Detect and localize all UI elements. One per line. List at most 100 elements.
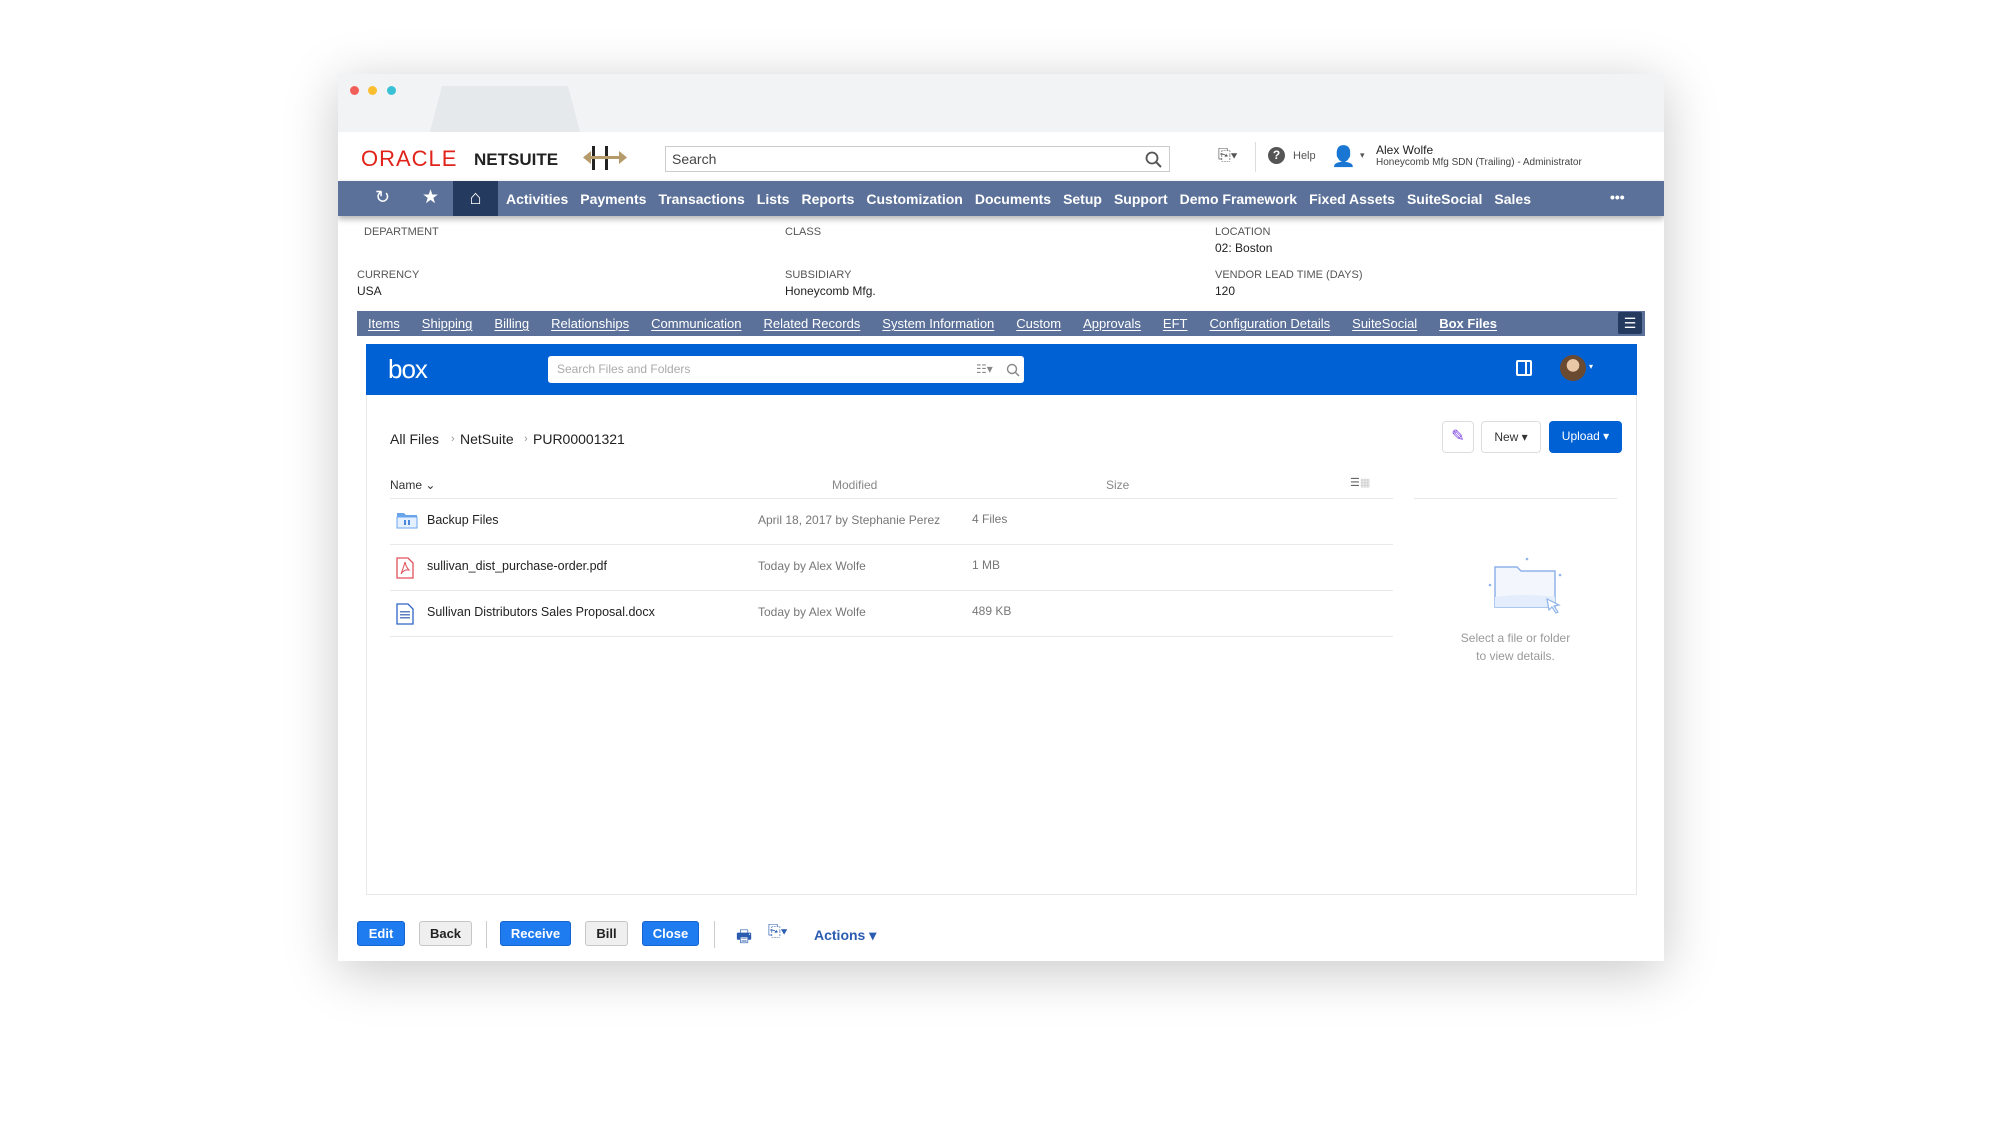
box-search-icon[interactable]: [1006, 363, 1020, 377]
new-button[interactable]: New ▾: [1481, 421, 1541, 453]
nav-setup[interactable]: Setup: [1063, 190, 1102, 207]
browser-tab[interactable]: [430, 86, 580, 132]
nav-customization[interactable]: Customization: [866, 190, 963, 207]
nav-lists[interactable]: Lists: [756, 190, 790, 207]
file-row[interactable]: Sullivan Distributors Sales Proposal.doc…: [390, 591, 1393, 637]
file-size: 4 Files: [972, 512, 1008, 526]
help-link[interactable]: Help: [1293, 150, 1316, 162]
subsidiary-label: SUBSIDIARY: [785, 269, 852, 281]
subsidiary-value: Honeycomb Mfg.: [785, 284, 876, 298]
search-filter-icon[interactable]: ☷▾: [976, 362, 993, 376]
main-nav: ↻ ★ ⌂ Activities Payments Transactions List…: [338, 181, 1664, 216]
column-modified[interactable]: Modified: [832, 478, 878, 492]
location-value: 02: Boston: [1215, 241, 1273, 255]
file-modified: Today by Alex Wolfe: [758, 559, 866, 573]
back-button[interactable]: Back: [419, 921, 472, 946]
subtab-system-information[interactable]: System Information: [882, 316, 995, 331]
maximize-dot[interactable]: [387, 86, 396, 95]
subtab-box-files[interactable]: Box Files: [1439, 316, 1497, 331]
box-search-input[interactable]: Search Files and Folders: [548, 356, 1024, 383]
location-label: LOCATION: [1215, 226, 1271, 238]
nav-sales[interactable]: Sales: [1494, 190, 1532, 207]
actions-menu[interactable]: Actions ▾: [814, 927, 877, 943]
file-name[interactable]: Sullivan Distributors Sales Proposal.doc…: [427, 605, 655, 619]
box-files-panel: All Files › NetSuite › PUR00001321 ✎ New…: [366, 395, 1637, 895]
file-row[interactable]: Backup Files April 18, 2017 by Stephanie …: [390, 499, 1393, 545]
column-size[interactable]: Size: [1106, 478, 1130, 492]
add-document-icon[interactable]: ⎘▾: [768, 923, 788, 940]
nav-transactions[interactable]: Transactions: [658, 190, 745, 207]
column-name[interactable]: Name ⌄: [390, 478, 436, 492]
lead-time-label: VENDOR LEAD TIME (DAYS): [1215, 269, 1363, 281]
search-icon[interactable]: [1145, 151, 1163, 169]
user-avatar-icon[interactable]: 👤: [1331, 146, 1356, 168]
subtab-related-records[interactable]: Related Records: [763, 316, 861, 331]
class-label: CLASS: [785, 226, 822, 238]
user-role: Honeycomb Mfg SDN (Trailing) - Administr…: [1376, 157, 1582, 168]
oracle-logo: ORACLE: [361, 146, 458, 171]
grid-view-icon[interactable]: ▦: [1359, 477, 1371, 489]
close-button[interactable]: Close: [642, 921, 699, 946]
breadcrumb-netsuite[interactable]: NetSuite: [460, 431, 514, 447]
browser-window: ORACLE NETSUITE Search ⎘▾ ? Help 👤 ▾ Ale…: [338, 74, 1664, 961]
netsuite-header: ORACLE NETSUITE Search ⎘▾ ? Help 👤 ▾ Ale…: [338, 132, 1664, 182]
subtab-custom[interactable]: Custom: [1016, 316, 1062, 331]
list-view-icon[interactable]: ☰▦: [1350, 477, 1371, 489]
global-search-input[interactable]: Search: [665, 146, 1170, 172]
box-header: box Search Files and Folders ☷▾ ▾: [366, 344, 1637, 395]
subtab-approvals[interactable]: Approvals: [1083, 316, 1141, 331]
home-icon[interactable]: ⌂: [453, 181, 498, 216]
file-row[interactable]: sullivan_dist_purchase-order.pdf Today by…: [390, 545, 1393, 591]
help-icon[interactable]: ?: [1268, 147, 1285, 164]
nav-support[interactable]: Support: [1113, 190, 1168, 207]
subtab-configuration-details[interactable]: Configuration Details: [1209, 316, 1331, 331]
user-name[interactable]: Alex Wolfe: [1376, 143, 1434, 157]
nav-suitesocial[interactable]: SuiteSocial: [1406, 190, 1483, 207]
user-avatar[interactable]: [1560, 355, 1586, 381]
layout-toggle-icon[interactable]: ☰: [1618, 312, 1642, 334]
nav-fixed-assets[interactable]: Fixed Assets: [1309, 190, 1395, 207]
receive-button[interactable]: Receive: [500, 921, 571, 946]
close-dot[interactable]: [350, 86, 359, 95]
star-icon[interactable]: ★: [422, 187, 440, 208]
file-name[interactable]: Backup Files: [427, 513, 499, 527]
subtab-eft[interactable]: EFT: [1162, 316, 1188, 331]
empty-details-line1: Select a file or folder: [1460, 631, 1571, 645]
subtab-items[interactable]: Items: [368, 316, 400, 331]
subtab-suitesocial[interactable]: SuiteSocial: [1352, 316, 1418, 331]
currency-value: USA: [357, 284, 382, 298]
bill-button[interactable]: Bill: [585, 921, 628, 946]
company-logo-icon: [583, 146, 627, 170]
nav-documents[interactable]: Documents: [974, 190, 1052, 207]
file-name[interactable]: sullivan_dist_purchase-order.pdf: [427, 559, 607, 573]
upload-button[interactable]: Upload ▾: [1549, 421, 1622, 453]
subtab-bar: Items Shipping Billing Relationships Communi…: [357, 311, 1645, 336]
nav-activities[interactable]: Activities: [506, 190, 569, 207]
empty-folder-icon: [1488, 557, 1562, 614]
subtab-shipping[interactable]: Shipping: [421, 316, 473, 331]
box-notes-icon[interactable]: ✎: [1442, 421, 1474, 453]
subtab-communication[interactable]: Communication: [651, 316, 742, 331]
subtab-relationships[interactable]: Relationships: [551, 316, 630, 331]
edit-button[interactable]: Edit: [357, 921, 405, 946]
sidebar-toggle-icon[interactable]: [1516, 360, 1532, 376]
nav-payments[interactable]: Payments: [580, 190, 647, 207]
nav-reports[interactable]: Reports: [801, 190, 855, 207]
file-size: 489 KB: [972, 604, 1012, 618]
lead-time-value: 120: [1215, 284, 1236, 298]
more-menu[interactable]: •••: [1610, 189, 1625, 205]
minimize-dot[interactable]: [368, 86, 377, 95]
nav-demo-framework[interactable]: Demo Framework: [1179, 190, 1298, 207]
currency-label: CURRENCY: [357, 269, 420, 281]
box-logo: box: [388, 354, 428, 384]
file-modified: April 18, 2017 by Stephanie Perez: [758, 513, 941, 527]
create-new-icon[interactable]: ⎘▾: [1218, 147, 1238, 164]
subtab-billing[interactable]: Billing: [494, 316, 530, 331]
breadcrumb-all-files[interactable]: All Files: [390, 431, 440, 447]
subtab-items: Items Shipping Billing Relationships Communi…: [368, 311, 1497, 336]
nav-items: Activities Payments Transactions Lists Repor…: [506, 181, 1531, 216]
print-icon[interactable]: 🖶: [736, 927, 753, 946]
docx-icon: [396, 603, 414, 630]
file-size: 1 MB: [972, 558, 1001, 572]
recent-icon[interactable]: ↻: [375, 187, 391, 207]
